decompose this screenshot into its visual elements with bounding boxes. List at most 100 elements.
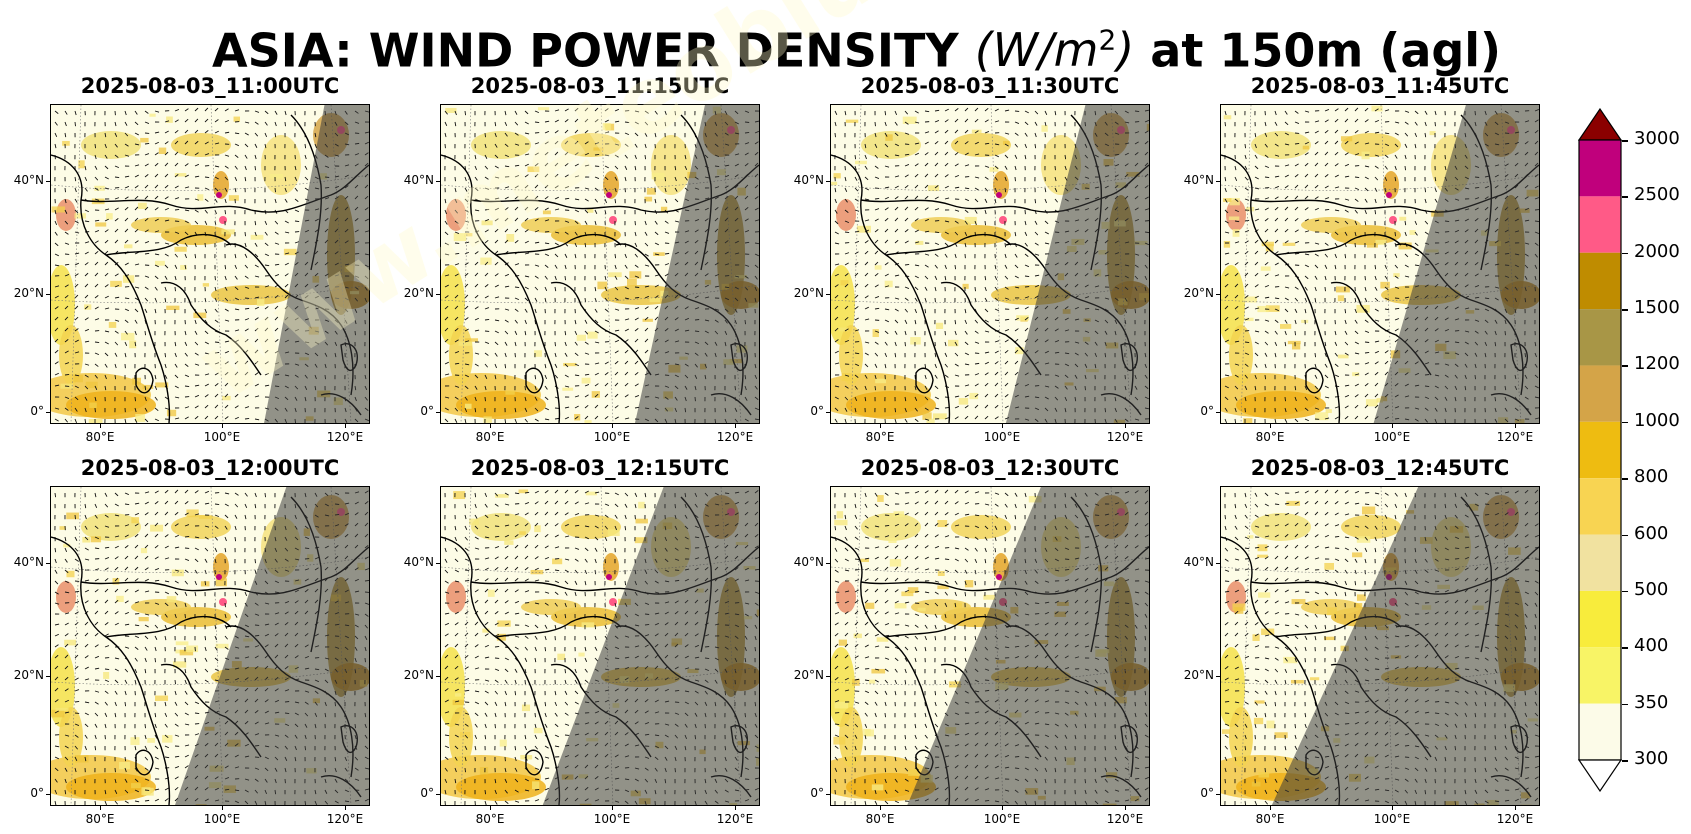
wind-cell — [1429, 131, 1436, 136]
wind-cell — [166, 116, 173, 123]
wind-cell — [506, 234, 515, 242]
wind-patch — [521, 599, 581, 615]
wind-cell — [150, 524, 164, 532]
wind-cell — [78, 160, 85, 169]
wind-cell — [872, 329, 879, 338]
hotspot — [1386, 192, 1392, 198]
colorbar-swatch — [1579, 647, 1621, 704]
wind-cell — [59, 526, 66, 530]
hotspot — [609, 216, 617, 224]
wind-cell — [894, 603, 907, 609]
wind-cell — [537, 107, 550, 111]
lon-label: 100°E — [983, 430, 1021, 444]
wind-patch — [911, 599, 971, 615]
wind-cell — [155, 382, 169, 388]
wind-patch — [836, 581, 856, 613]
wind-cell — [854, 160, 867, 165]
wind-cell — [186, 645, 199, 653]
wind-cell — [653, 252, 665, 256]
wind-cell — [1223, 115, 1232, 120]
lon-label: 100°E — [203, 430, 241, 444]
lat-label: 20°N — [13, 668, 44, 682]
colorbar — [1578, 108, 1622, 792]
wind-cell — [1260, 266, 1271, 271]
wind-cell — [499, 739, 507, 747]
wind-cell — [576, 334, 587, 341]
wind-cell — [1266, 720, 1275, 729]
panel-timestamp: 2025-08-03_11:45UTC — [1250, 74, 1510, 98]
wind-cell — [106, 213, 113, 220]
wind-cell — [1016, 315, 1029, 321]
lat-label: 0° — [1200, 404, 1214, 418]
colorbar-under — [1578, 759, 1622, 792]
wind-map — [440, 104, 760, 424]
wind-cell — [75, 755, 89, 763]
wind-cell — [1291, 599, 1306, 605]
wind-cell — [487, 589, 495, 597]
wind-cell — [464, 233, 473, 237]
colorbar-label: 800 — [1634, 466, 1669, 488]
wind-cell — [602, 123, 611, 130]
hotspot — [606, 192, 612, 198]
lat-label: 40°N — [403, 555, 434, 569]
wind-cell — [871, 668, 886, 674]
wind-cell — [90, 536, 102, 543]
wind-cell — [876, 637, 889, 642]
wind-patch — [561, 133, 621, 157]
wind-map — [50, 104, 370, 424]
wind-cell — [865, 602, 875, 609]
lat-label: 40°N — [13, 555, 44, 569]
wind-cell — [66, 570, 75, 578]
wind-cell — [175, 641, 189, 646]
wind-cell — [138, 616, 149, 622]
wind-cell — [215, 578, 227, 587]
wind-cell — [119, 761, 130, 770]
wind-cell — [505, 390, 515, 395]
lat-label: 0° — [420, 404, 434, 418]
wind-cell — [651, 172, 665, 180]
wind-cell — [1245, 206, 1255, 212]
wind-cell — [1229, 197, 1240, 206]
wind-cell — [179, 649, 194, 656]
wind-cell — [922, 412, 932, 420]
wind-cell — [85, 381, 98, 389]
wind-cell — [130, 737, 140, 745]
wind-cell — [142, 384, 154, 390]
wind-cell — [1223, 198, 1232, 202]
wind-cell — [1352, 552, 1363, 558]
wind-cell — [519, 531, 526, 535]
wind-cell — [521, 704, 531, 712]
wind-cell — [198, 515, 213, 519]
hotspot — [216, 192, 222, 198]
wind-cell — [563, 362, 577, 367]
hotspot — [996, 192, 1002, 198]
wind-map — [830, 104, 1150, 424]
wind-cell — [608, 272, 622, 278]
wind-cell — [55, 707, 69, 711]
wind-cell — [1253, 717, 1264, 725]
wind-cell — [1265, 305, 1280, 312]
wind-vectors — [444, 107, 759, 423]
wind-patch — [1229, 707, 1253, 767]
wind-cell — [193, 312, 207, 319]
wind-patch — [1341, 515, 1401, 539]
wind-cell — [581, 622, 595, 628]
lon-label: 80°E — [475, 812, 505, 826]
lon-label: 80°E — [85, 430, 115, 444]
wind-cell — [831, 181, 838, 186]
lon-label: 80°E — [865, 812, 895, 826]
wind-cell — [108, 322, 117, 328]
lat-label: 40°N — [1183, 173, 1214, 187]
main-title: ASIA: WIND POWER DENSITY (W/m2) at 150m … — [212, 23, 1502, 78]
lon-label: 80°E — [85, 812, 115, 826]
wind-cell — [1314, 412, 1329, 421]
night-shading — [175, 487, 369, 805]
map-panel: 2025-08-03_11:30UTC 40°N 20°N 0° 80°E 100°E 12… — [794, 74, 1150, 444]
wind-cell — [1254, 700, 1265, 704]
wind-cell — [635, 518, 648, 524]
wind-cell — [983, 594, 996, 600]
wind-cell — [840, 280, 849, 286]
wind-cell — [634, 537, 648, 544]
wind-cell — [174, 246, 187, 252]
wind-cell — [64, 639, 77, 646]
